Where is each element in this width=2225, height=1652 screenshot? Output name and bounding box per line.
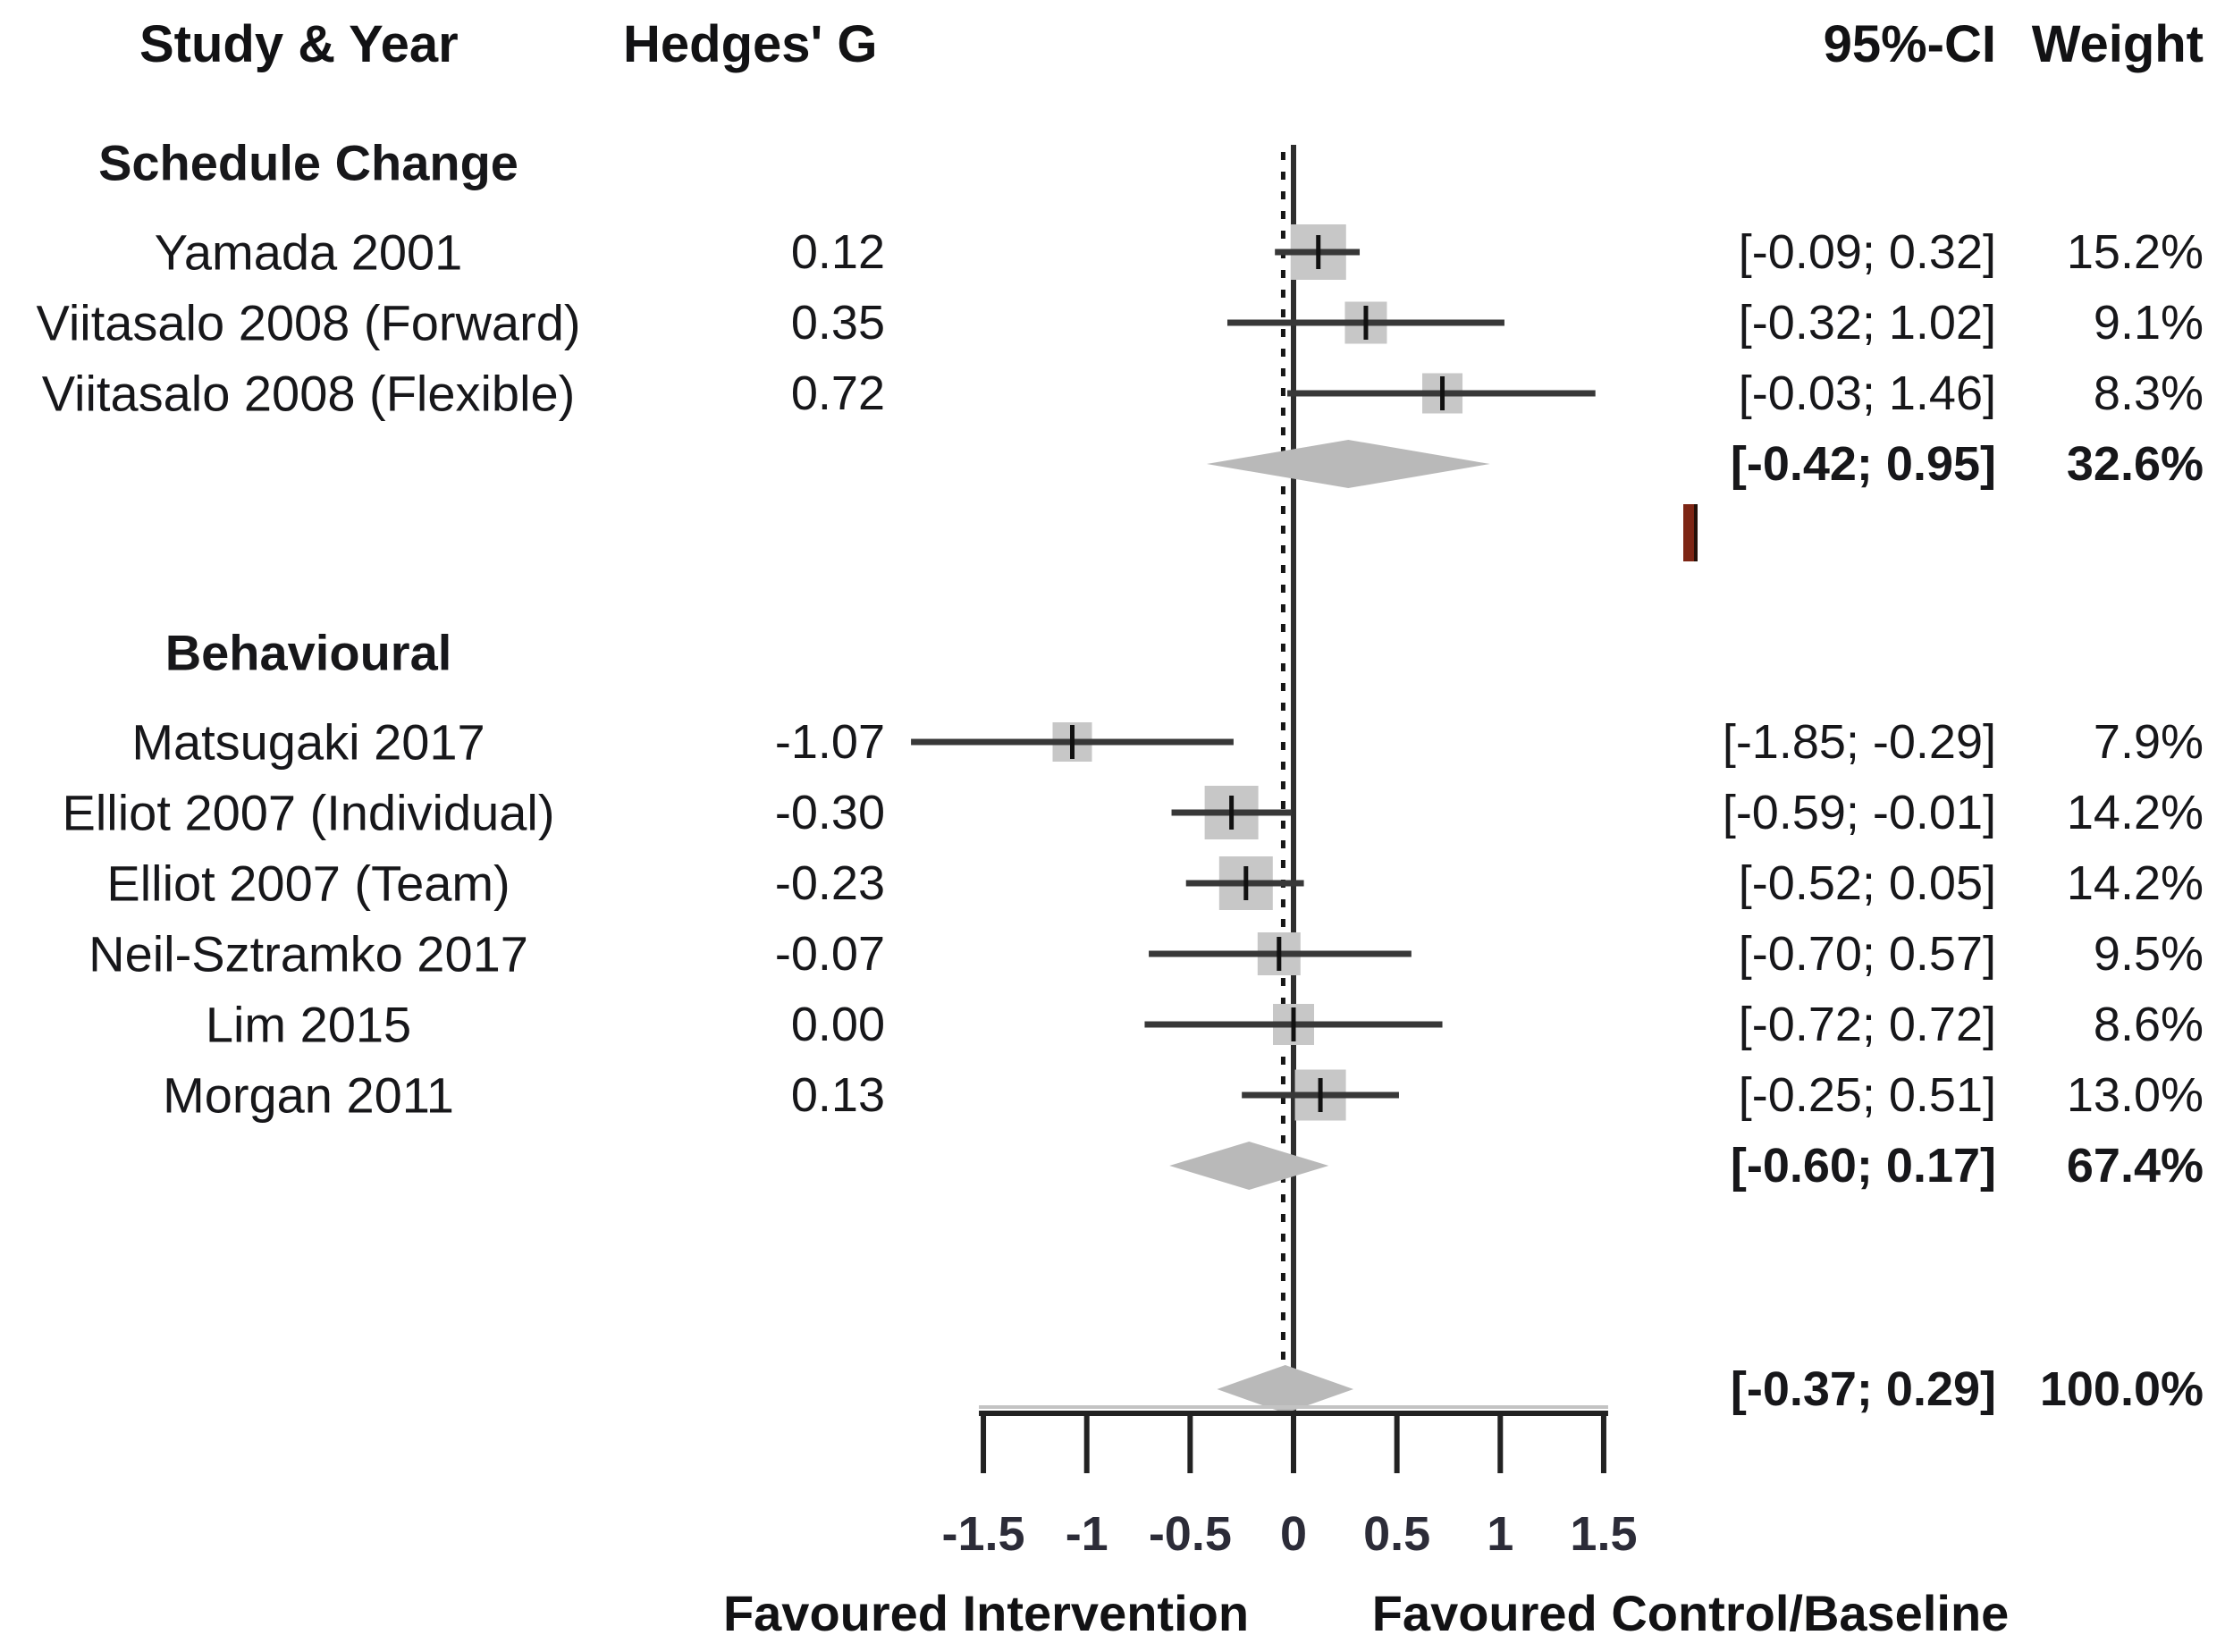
group-label: Schedule Change — [98, 135, 518, 191]
subtotal-weight-value: 32.6% — [2067, 437, 2204, 491]
effect-value: 0.00 — [791, 998, 885, 1051]
column-header-weight: Weight — [2031, 15, 2204, 73]
weight-value: 9.1% — [2094, 296, 2204, 350]
weight-value: 15.2% — [2067, 225, 2204, 279]
effect-value: -1.07 — [775, 715, 885, 769]
column-header-study: Study & Year — [139, 15, 459, 73]
study-label: Lim 2015 — [206, 997, 411, 1053]
axis-tick-label: 1 — [1487, 1507, 1513, 1561]
effect-value: -0.07 — [775, 927, 885, 981]
subtotal-ci-value: [-0.42; 0.95] — [1731, 437, 1996, 491]
axis-tick-label: 1.5 — [1570, 1507, 1637, 1561]
total-ci-value: [-0.37; 0.29] — [1731, 1362, 1996, 1416]
ci-value: [-0.32; 1.02] — [1739, 296, 1996, 350]
effect-value: 0.12 — [791, 225, 885, 279]
study-label: Viitasalo 2008 (Forward) — [36, 295, 580, 351]
ci-value: [-0.09; 0.32] — [1739, 225, 1996, 279]
weight-value: 8.6% — [2094, 998, 2204, 1051]
effect-point-tick — [1277, 937, 1282, 971]
axis-tick-label: 0.5 — [1363, 1507, 1430, 1561]
ci-value: [-1.85; -0.29] — [1723, 715, 1996, 769]
subtotal-weight-value: 67.4% — [2067, 1139, 2204, 1193]
total-weight-value: 100.0% — [2040, 1362, 2204, 1416]
ci-value: [-0.03; 1.46] — [1739, 367, 1996, 420]
weight-value: 9.5% — [2094, 927, 2204, 981]
axis-tick-label: -0.5 — [1149, 1507, 1232, 1561]
ci-value: [-0.52; 0.05] — [1739, 856, 1996, 910]
weight-value: 8.3% — [2094, 367, 2204, 420]
weight-value: 14.2% — [2067, 786, 2204, 839]
scan-artifact — [1683, 504, 1694, 561]
ci-value: [-0.25; 0.51] — [1739, 1068, 1996, 1122]
weight-value: 14.2% — [2067, 856, 2204, 910]
effect-point-tick — [1316, 235, 1321, 269]
study-label: Yamada 2001 — [155, 224, 463, 281]
effect-point-tick — [1363, 306, 1369, 340]
axis-tick-label: -1 — [1066, 1507, 1108, 1561]
column-header-ci: 95%-CI — [1823, 15, 1996, 73]
subtotal-diamond — [1169, 1142, 1329, 1190]
axis-tick-label: 0 — [1280, 1507, 1307, 1561]
study-label: Elliot 2007 (Individual) — [63, 785, 555, 841]
study-label: Elliot 2007 (Team) — [106, 856, 510, 912]
effect-value: -0.23 — [775, 856, 885, 910]
study-label: Matsugaki 2017 — [131, 714, 485, 771]
subtotal-ci-value: [-0.60; 0.17] — [1731, 1139, 1996, 1193]
effect-point-tick — [1318, 1078, 1323, 1112]
group-label: Behavioural — [165, 625, 452, 681]
effect-value: -0.30 — [775, 786, 885, 839]
effect-value: 0.13 — [791, 1068, 885, 1122]
favoured-intervention-label: Favoured Intervention — [722, 1585, 1250, 1641]
effect-point-tick — [1243, 866, 1249, 900]
effect-point-tick — [1070, 725, 1075, 759]
study-label: Viitasalo 2008 (Flexible) — [42, 366, 576, 422]
subtotal-diamond — [1206, 440, 1490, 488]
weight-value: 13.0% — [2067, 1068, 2204, 1122]
column-header-effect: Hedges' G — [623, 15, 878, 73]
axis-tick-label: -1.5 — [942, 1507, 1025, 1561]
effect-value: 0.35 — [791, 296, 885, 350]
effect-value: 0.72 — [791, 367, 885, 420]
study-label: Morgan 2011 — [163, 1067, 454, 1124]
effect-point-tick — [1229, 796, 1235, 830]
study-label: Neil-Sztramko 2017 — [88, 926, 528, 982]
ci-value: [-0.72; 0.72] — [1739, 998, 1996, 1051]
weight-value: 7.9% — [2094, 715, 2204, 769]
effect-point-tick — [1291, 1007, 1296, 1041]
total-diamond — [1217, 1365, 1354, 1413]
effect-point-tick — [1440, 376, 1445, 410]
ci-value: [-0.59; -0.01] — [1723, 786, 1996, 839]
ci-value: [-0.70; 0.57] — [1739, 927, 1996, 981]
favoured-control-label: Favoured Control/Baseline — [1371, 1585, 2010, 1641]
scan-artifact-edge — [1694, 504, 1698, 561]
